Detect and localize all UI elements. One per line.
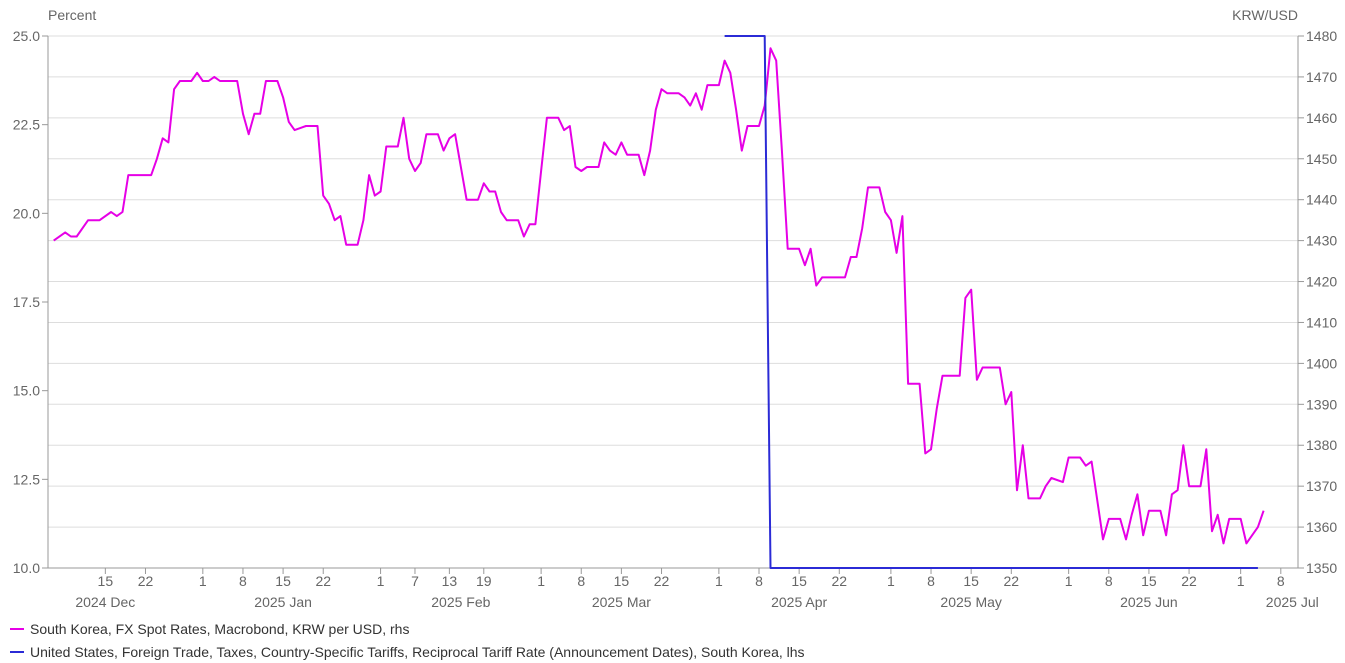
x-tick-label: 1: [1065, 573, 1073, 589]
left-tick-label: 20.0: [13, 205, 40, 221]
x-month-label: 2025 May: [940, 594, 1001, 610]
x-tick-label: 1: [377, 573, 385, 589]
right-tick-label: 1440: [1306, 192, 1337, 208]
x-tick-label: 1: [537, 573, 545, 589]
x-month-label: 2024 Dec: [75, 594, 135, 610]
right-tick-label: 1460: [1306, 110, 1337, 126]
left-tick-label: 17.5: [13, 294, 40, 310]
legend-label-krw: South Korea, FX Spot Rates, Macrobond, K…: [30, 621, 410, 637]
series-line-krw-usd: [53, 47, 1265, 545]
legend-item-krw: South Korea, FX Spot Rates, Macrobond, K…: [10, 621, 409, 637]
left-axis-ticks: 25.0 22.5 20.0 17.5 15.0 12.5 10.0: [13, 28, 48, 576]
x-tick-label: 8: [927, 573, 935, 589]
right-tick-label: 1370: [1306, 478, 1337, 494]
x-tick-label: 22: [1181, 573, 1197, 589]
x-tick-label: 22: [315, 573, 331, 589]
right-axis-ticks: 1480 1470 1460 1450 1440 1430 1420 1410 1400 1390…: [1298, 28, 1337, 576]
x-tick-label: 15: [963, 573, 979, 589]
x-tick-label: 22: [654, 573, 670, 589]
x-tick-label: 1: [1237, 573, 1245, 589]
x-tick-label: 15: [791, 573, 807, 589]
left-tick-label: 15.0: [13, 383, 40, 399]
x-month-label: 2025 Feb: [431, 594, 490, 610]
legend-item-tariff: United States, Foreign Trade, Taxes, Cou…: [10, 644, 805, 660]
x-month-label: 2025 Jul: [1266, 594, 1319, 610]
x-tick-label: 22: [138, 573, 154, 589]
legend-label-tariff: United States, Foreign Trade, Taxes, Cou…: [30, 644, 805, 660]
x-tick-label: 15: [614, 573, 630, 589]
left-tick-label: 10.0: [13, 560, 40, 576]
x-month-label: 2025 Jan: [254, 594, 312, 610]
right-tick-label: 1450: [1306, 151, 1337, 167]
left-tick-label: 25.0: [13, 28, 40, 44]
right-tick-label: 1480: [1306, 28, 1337, 44]
left-tick-label: 22.5: [13, 117, 40, 133]
right-tick-label: 1390: [1306, 396, 1337, 412]
right-tick-label: 1380: [1306, 437, 1337, 453]
x-tick-label: 8: [1105, 573, 1113, 589]
right-tick-label: 1410: [1306, 314, 1337, 330]
x-tick-label: 8: [239, 573, 247, 589]
x-tick-label: 7: [411, 573, 419, 589]
x-month-label: 2025 Mar: [592, 594, 651, 610]
x-tick-label: 1: [199, 573, 207, 589]
legend-swatch-tariff: [10, 651, 24, 653]
x-tick-label: 15: [98, 573, 114, 589]
series-line-tariff-rate: [724, 35, 1258, 569]
right-tick-label: 1350: [1306, 560, 1337, 576]
x-tick-label: 15: [275, 573, 291, 589]
x-tick-label: 8: [1277, 573, 1285, 589]
gridlines: [47, 35, 1299, 569]
left-axis-unit-label: Percent: [48, 7, 96, 23]
right-tick-label: 1360: [1306, 519, 1337, 535]
x-tick-label: 22: [831, 573, 847, 589]
x-month-label: 2025 Apr: [771, 594, 827, 610]
x-tick-label: 19: [476, 573, 492, 589]
right-tick-label: 1470: [1306, 69, 1337, 85]
x-tick-label: 8: [577, 573, 585, 589]
right-tick-label: 1400: [1306, 355, 1337, 371]
right-axis-unit-label: KRW/USD: [1232, 7, 1298, 23]
x-tick-label: 13: [442, 573, 458, 589]
x-month-label: 2025 Jun: [1120, 594, 1178, 610]
series-lines: [53, 35, 1265, 569]
x-tick-label: 22: [1004, 573, 1020, 589]
x-tick-label: 1: [715, 573, 723, 589]
x-tick-label: 1: [887, 573, 895, 589]
left-tick-label: 12.5: [13, 471, 40, 487]
right-tick-label: 1420: [1306, 274, 1337, 290]
right-tick-label: 1430: [1306, 233, 1337, 249]
legend-swatch-krw: [10, 628, 24, 630]
x-axis-ticks: 15 22 1 8 15 22 1 7 13 19 1 8 15 22 1 8 15 22 1 8 15 22 1 8 15 22…: [75, 568, 1319, 610]
x-tick-label: 8: [755, 573, 763, 589]
x-tick-label: 15: [1141, 573, 1157, 589]
